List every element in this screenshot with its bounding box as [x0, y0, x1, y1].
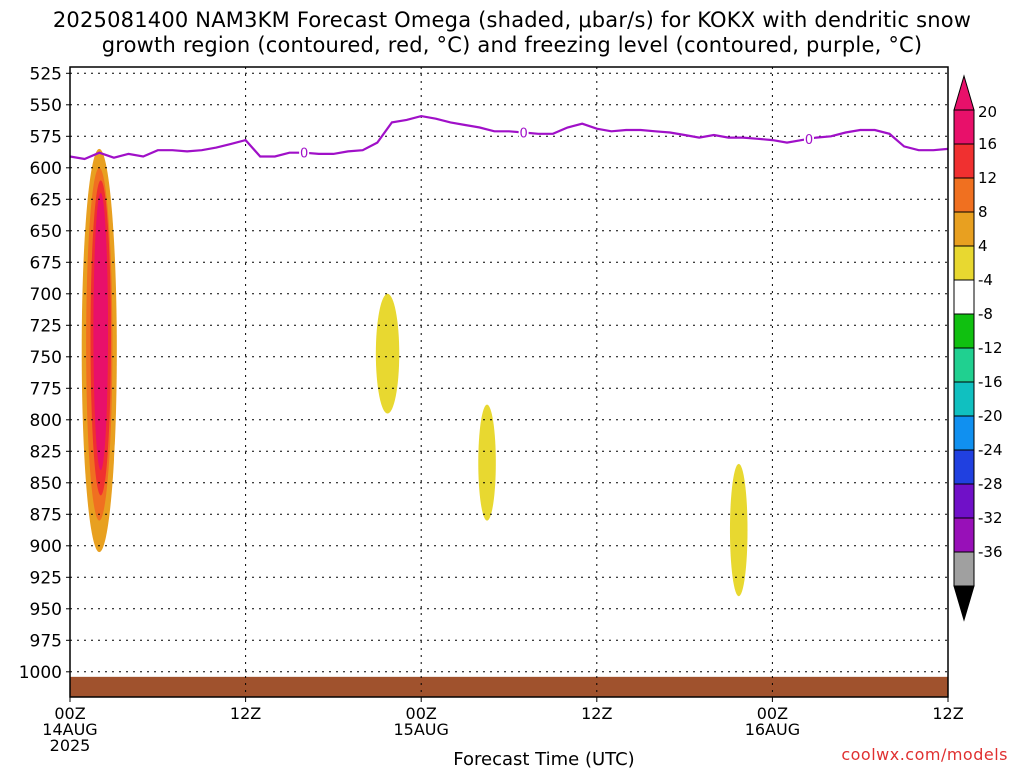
y-tick-label-825: 825 — [30, 442, 62, 462]
y-tick-label-950: 950 — [30, 600, 62, 620]
colorbar-segment-5 — [953, 279, 975, 315]
freezing-level-label-bg-1 — [518, 125, 529, 140]
x-tick-label-1-0: 12Z — [230, 704, 261, 723]
colorbar-label-0: 20 — [978, 103, 997, 121]
ground-band — [70, 676, 948, 697]
colorbar-label-13: -36 — [978, 543, 1003, 561]
colorbar-label-7: -12 — [978, 339, 1003, 357]
y-tick-label-600: 600 — [30, 159, 62, 179]
colorbar-label-3: 8 — [978, 203, 988, 221]
freezing-level-label-bg-0 — [299, 145, 310, 160]
colorbar-bottom-arrow — [953, 585, 975, 622]
colorbar-label-2: 12 — [978, 169, 997, 187]
y-tick-label-550: 550 — [30, 96, 62, 116]
colorbar-segment-1 — [953, 143, 975, 179]
x-tick-label-4-0: 00Z — [757, 704, 788, 723]
x-tick-label-0-0: 00Z — [54, 704, 85, 723]
colorbar-segment-4 — [953, 245, 975, 281]
omega-shading — [81, 67, 748, 597]
y-tick-label-750: 750 — [30, 348, 62, 368]
freezing-level-label-1: 0 — [519, 127, 527, 142]
y-tick-label-650: 650 — [30, 222, 62, 242]
colorbar-label-10: -24 — [978, 441, 1003, 459]
y-tick-label-900: 900 — [30, 537, 62, 557]
y-tick-label-875: 875 — [30, 505, 62, 525]
colorbar-segment-2 — [953, 177, 975, 213]
colorbar-label-8: -16 — [978, 373, 1003, 391]
omega-feature-9 — [182, 300, 189, 471]
y-tick-label-675: 675 — [30, 253, 62, 273]
colorbar-label-11: -28 — [978, 475, 1003, 493]
omega-feature-8 — [258, 190, 265, 269]
colorbar-segment-3 — [953, 211, 975, 247]
x-tick-label-2-1: 15AUG — [393, 720, 448, 739]
chart-title-line-2: growth region (contoured, red, °C) and f… — [101, 33, 923, 57]
x-tick-label-3-0: 12Z — [581, 704, 612, 723]
freezing-level-line — [69, 114, 949, 161]
x-axis-label: Forecast Time (UTC) — [453, 749, 634, 768]
y-tick-label-525: 525 — [30, 64, 62, 84]
colorbar-label-9: -20 — [978, 407, 1003, 425]
colorbar-top-arrow — [953, 74, 975, 111]
ground-terrain — [70, 676, 948, 697]
colorbar-segment-8 — [953, 381, 975, 417]
x-tick-label-0-2: 2025 — [50, 736, 91, 755]
chart-title-line-1: 2025081400 NAM3KM Forecast Omega (shaded… — [52, 8, 972, 32]
colorbar-segment-6 — [953, 313, 975, 349]
colorbar-label-4: 4 — [978, 237, 988, 255]
omega-feature-10 — [113, 436, 120, 508]
y-tick-label-725: 725 — [30, 316, 62, 336]
freezing-level-label-0: 0 — [300, 147, 308, 162]
y-tick-label-1000: 1000 — [19, 663, 62, 683]
omega-feature-6 — [729, 463, 748, 597]
omega-feature-4 — [375, 293, 400, 414]
y-tick-label-800: 800 — [30, 411, 62, 431]
colorbar-segment-7 — [953, 347, 975, 383]
colorbar-label-6: -8 — [978, 305, 993, 323]
x-tick-label-0-1: 14AUG — [42, 720, 97, 739]
y-tick-label-625: 625 — [30, 190, 62, 210]
colorbar: 20 16 12 8 4 -4 -8 -12 -16 -20 -24 -28 -32 -36 — [953, 74, 1003, 622]
x-tick-label-5-0: 12Z — [932, 704, 963, 723]
y-tick-label-975: 975 — [30, 631, 62, 651]
freezing-level-label-bg-2 — [803, 131, 814, 146]
x-tick-label-2-0: 00Z — [406, 704, 437, 723]
omega-feature-3 — [93, 193, 109, 471]
y-tick-label-775: 775 — [30, 379, 62, 399]
axes: 525 550 575 600 625 650 675 700 725 750 775 800 825 8… — [19, 64, 964, 768]
y-tick-label-575: 575 — [30, 127, 62, 147]
colorbar-segment-10 — [953, 449, 975, 485]
y-tick-label-700: 700 — [30, 285, 62, 305]
y-tick-label-850: 850 — [30, 474, 62, 494]
colorbar-label-12: -32 — [978, 509, 1003, 527]
grid-lines — [70, 67, 948, 697]
colorbar-segment-0 — [953, 109, 975, 145]
colorbar-segment-12 — [953, 517, 975, 553]
colorbar-segment-11 — [953, 483, 975, 519]
freezing-level-contour: 0 0 0 — [69, 114, 949, 162]
colorbar-label-5: -4 — [978, 271, 993, 289]
plot-frame — [69, 66, 949, 698]
omega-feature-7 — [89, 67, 100, 80]
x-tick-label-4-1: 16AUG — [745, 720, 800, 739]
omega-feature-5 — [478, 404, 496, 521]
y-tick-label-925: 925 — [30, 568, 62, 588]
colorbar-segment-13 — [953, 551, 975, 587]
colorbar-segment-9 — [953, 415, 975, 451]
credit-text: coolwx.com/models — [841, 745, 1008, 764]
freezing-level-label-2: 0 — [805, 133, 813, 148]
colorbar-label-1: 16 — [978, 135, 997, 153]
